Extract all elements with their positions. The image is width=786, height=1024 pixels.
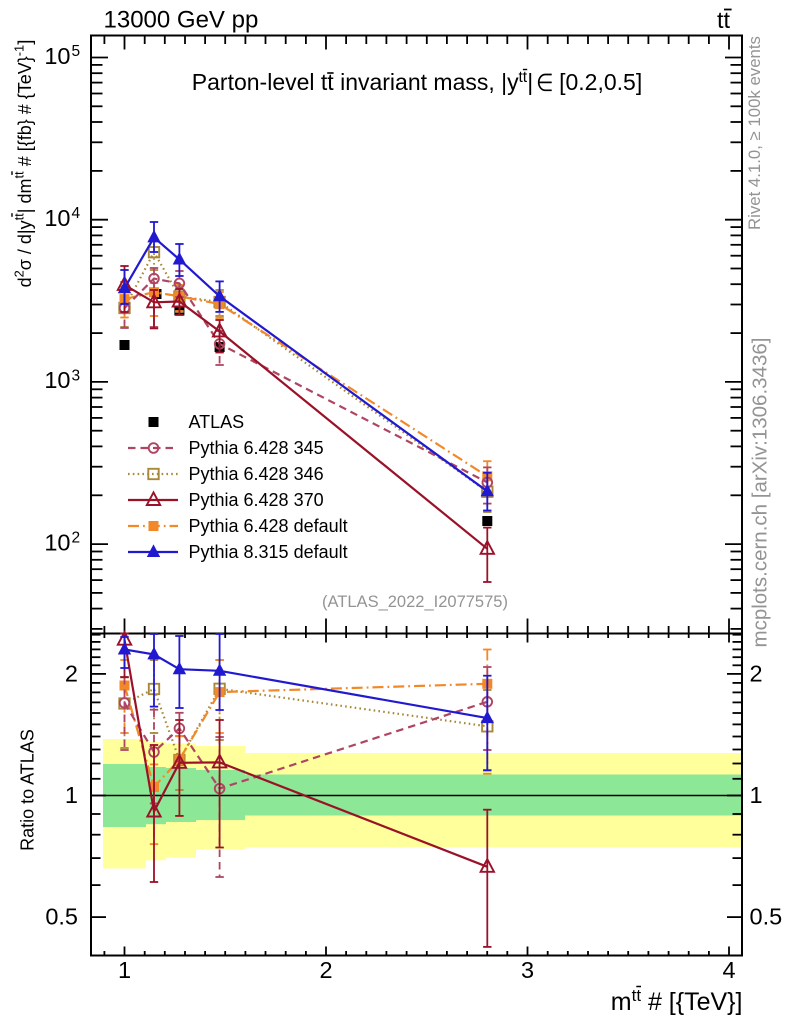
svg-text:2: 2 [65, 660, 78, 686]
svg-text:d: d [15, 277, 35, 287]
svg-text:]: ] [15, 40, 35, 45]
svg-text:10: 10 [44, 43, 70, 69]
svg-text:# [{TeV}]: # [{TeV}] [641, 988, 742, 1016]
svg-text:2: 2 [319, 957, 332, 983]
svg-text:1: 1 [750, 782, 763, 808]
svg-text:| dm: | dm [15, 179, 35, 214]
svg-text:Rivet 4.1.0, ≥ 100k events: Rivet 4.1.0, ≥ 100k events [745, 36, 764, 230]
svg-text:(ATLAS_2022_I2077575): (ATLAS_2022_I2077575) [322, 593, 508, 611]
svg-text:tt: tt [12, 171, 27, 179]
svg-text:Pythia 8.315 default: Pythia 8.315 default [189, 542, 348, 562]
svg-text:m: m [611, 988, 632, 1016]
svg-text:Pythia 6.428 default: Pythia 6.428 default [189, 516, 348, 536]
svg-text:2: 2 [12, 270, 27, 277]
svg-text:10: 10 [44, 529, 70, 555]
svg-text:2: 2 [750, 660, 763, 686]
svg-text:1: 1 [65, 782, 78, 808]
svg-text:Pythia 6.428 370: Pythia 6.428 370 [189, 490, 324, 510]
svg-text:2: 2 [72, 530, 81, 547]
svg-text:ATLAS: ATLAS [189, 412, 245, 432]
svg-text:-1: -1 [12, 45, 27, 56]
svg-text:# [{fb} # {TeV}: # [{fb} # {TeV} [15, 56, 35, 171]
svg-text:tt: tt [519, 69, 528, 86]
svg-text:|: | [527, 69, 533, 95]
svg-text:10: 10 [44, 205, 70, 231]
svg-text:3: 3 [521, 957, 534, 983]
svg-text:tt: tt [12, 213, 27, 221]
svg-text:4: 4 [72, 205, 81, 222]
svg-text:5: 5 [72, 43, 81, 60]
svg-text:Pythia 6.428 345: Pythia 6.428 345 [189, 438, 324, 458]
svg-text:Pythia 6.428 346: Pythia 6.428 346 [189, 464, 324, 484]
svg-text:1: 1 [118, 957, 131, 983]
svg-text:0.5: 0.5 [750, 904, 783, 930]
svg-text:0.5: 0.5 [45, 904, 78, 930]
svg-text:tt: tt [717, 7, 731, 33]
svg-text:10: 10 [44, 367, 70, 393]
svg-text:σ / d|y: σ / d|y [15, 220, 35, 270]
svg-text:3: 3 [72, 367, 81, 384]
svg-text:mcplots.cern.ch [arXiv:1306.34: mcplots.cern.ch [arXiv:1306.3436] [749, 338, 772, 648]
svg-text:Parton-level tt invariant mass: Parton-level tt invariant mass, |y [192, 69, 519, 95]
svg-text:13000 GeV pp: 13000 GeV pp [104, 7, 259, 34]
svg-text:Ratio to ATLAS: Ratio to ATLAS [18, 729, 38, 851]
svg-text:[0.2,0.5]: [0.2,0.5] [559, 69, 642, 95]
svg-text:4: 4 [722, 957, 735, 983]
svg-text:tt: tt [632, 986, 642, 1005]
